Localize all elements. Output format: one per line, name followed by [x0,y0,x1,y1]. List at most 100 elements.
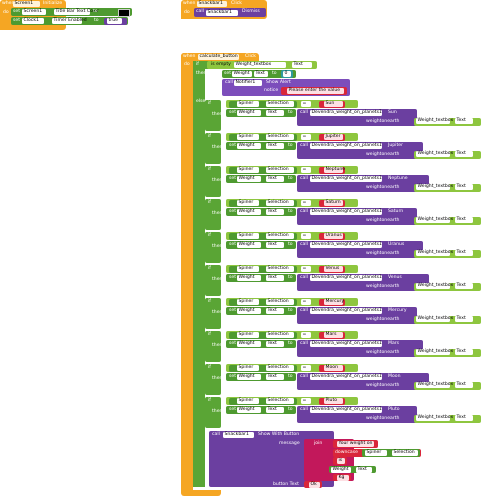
textbox-getter-text-5[interactable]: Text [455,283,473,289]
text-field-row-5[interactable]: Text [266,275,284,281]
textbox-getter-text-3[interactable]: Text [455,217,473,223]
text-field-row-8[interactable]: Text [266,374,284,380]
eq-field-8[interactable]: = [301,365,311,371]
fn-name-field-5[interactable]: Devendra_weight_on_planets1 [310,275,382,281]
selection-field-6[interactable]: Selection [266,299,294,305]
spinner-selection-block-3[interactable] [229,199,297,207]
eq-field-9[interactable]: = [301,398,311,404]
is-empty-textbox-field[interactable]: Weight_textbox [234,62,286,68]
screen-init-component[interactable]: Screen1 [13,1,40,7]
weight-field-row-9[interactable]: Weight [237,407,261,413]
weight-field-row-2[interactable]: Weight [237,176,261,182]
eq-field-1[interactable]: = [301,134,311,140]
textbox-getter-field-4[interactable]: Weight_textbox [416,250,454,256]
snackbar-show-component[interactable]: Snackbar1 [223,432,254,438]
text-field-row-7[interactable]: Text [266,341,284,347]
weight-field-row-1[interactable]: Weight [237,143,261,149]
selection-field-8[interactable]: Selection [266,365,294,371]
weight-field-row-7[interactable]: Weight [237,341,261,347]
notice-string-value[interactable]: Please enter the value [287,88,344,94]
textbox-getter-text-7[interactable]: Text [455,349,473,355]
textbox-getter-field-5[interactable]: Weight_textbox [416,283,454,289]
spinner-field-3[interactable]: Spiner [237,200,259,206]
true-value[interactable]: true [107,18,122,24]
textbox-getter-text-0[interactable]: Text [455,118,473,124]
textbox-getter-field-9[interactable]: Weight_textbox [416,415,454,421]
selection-field-0[interactable]: Selection [266,101,294,107]
spinner-field-8[interactable]: Spiner [237,365,259,371]
eq-field-3[interactable]: = [301,200,311,206]
planet-if-bracket-1[interactable] [205,133,221,164]
set-property-field[interactable]: Title Bar Text Color [54,9,99,15]
spinner-field-5[interactable]: Spiner [237,266,259,272]
set-weight-row-2[interactable] [226,175,296,183]
set-weight-row-0[interactable] [226,109,296,117]
notifier-component-field[interactable]: Notifier1 [234,80,262,86]
eq-field-7[interactable]: = [301,332,311,338]
eq-field-6[interactable]: = [301,299,311,305]
planet-if-bracket-5[interactable] [205,265,221,296]
planet-if-bracket-4[interactable] [205,232,221,263]
selection-field-1[interactable]: Selection [266,134,294,140]
is-empty-text-field[interactable]: Text [292,62,312,68]
weight-field-row-4[interactable]: Weight [237,242,261,248]
weight-field-row-8[interactable]: Weight [237,374,261,380]
downcase-spinner-block[interactable] [362,449,420,457]
ok-string-value[interactable]: Ok [309,481,320,488]
planet-if-bracket-3[interactable] [205,199,221,230]
is-string-value[interactable]: is [337,458,345,464]
spinner-selection-block-7[interactable] [229,331,297,339]
spinner-field-2[interactable]: Spiner [237,167,259,173]
spinner-selection-block-5[interactable] [229,265,297,273]
text-field-row-9[interactable]: Text [266,407,284,413]
planet-string-0[interactable]: Sun [324,101,343,107]
fn-name-field-3[interactable]: Devendra_weight_on_planets1 [310,209,382,215]
textbox-getter-text-9[interactable]: Text [455,415,473,421]
textbox-getter-text-2[interactable]: Text [455,184,473,190]
weight-getter-text[interactable]: Text [356,466,372,473]
if-block[interactable] [193,61,205,487]
spinner-field-6[interactable]: Spiner [237,299,259,305]
set-weight-row-5[interactable] [226,274,296,282]
planet-if-bracket-8[interactable] [205,364,221,395]
textbox-getter-field-0[interactable]: Weight_textbox [416,118,454,124]
color-black-swatch[interactable] [118,9,130,17]
planet-string-2[interactable]: Neptune [324,167,346,173]
kg-string-value[interactable]: Kg [337,474,349,481]
text-field-row-3[interactable]: Text [266,209,284,215]
planet-if-bracket-7[interactable] [205,331,221,362]
weight-text-getter[interactable] [329,466,376,473]
zero-value[interactable]: 0 [283,71,291,77]
set-weight-row-7[interactable] [226,340,296,348]
textbox-getter-field-6[interactable]: Weight_textbox [416,316,454,322]
eq-field-5[interactable]: = [301,266,311,272]
snackbar-call-component[interactable]: Snackbar1 [206,9,238,16]
fn-name-field-6[interactable]: Devendra_weight_on_planets1 [310,308,382,314]
text-field-row-1[interactable]: Text [266,143,284,149]
weight-field-row-3[interactable]: Weight [237,209,261,215]
set-timer-property-field[interactable]: Timer Enabled [52,18,87,24]
spinner-selection-block-9[interactable] [229,397,297,405]
text-field-row-0[interactable]: Text [266,110,284,116]
textbox-getter-field-3[interactable]: Weight_textbox [416,217,454,223]
selection-field-7[interactable]: Selection [266,332,294,338]
textbox-getter-field-8[interactable]: Weight_textbox [416,382,454,388]
fn-name-field-7[interactable]: Devendra_weight_on_planets1 [310,341,382,347]
weight-field-row-0[interactable]: Weight [237,110,261,116]
planet-string-8[interactable]: Moon [324,365,343,371]
spinner-selection-block-6[interactable] [229,298,297,306]
fn-name-field-2[interactable]: Devendra_weight_on_planets1 [310,176,382,182]
weight-getter-field[interactable]: Weight [331,466,351,473]
set-component-field[interactable]: Screen1 [22,9,46,15]
planet-if-bracket-6[interactable] [205,298,221,329]
set-weight-row-4[interactable] [226,241,296,249]
selection-field-2[interactable]: Selection [266,167,294,173]
planet-string-5[interactable]: Venus [324,266,343,272]
weight-field-row-6[interactable]: Weight [237,308,261,314]
spinner-field-1[interactable]: Spiner [237,134,259,140]
set-weight-field[interactable]: Weight [232,71,252,77]
text-field-row-6[interactable]: Text [266,308,284,314]
spinner-field-4[interactable]: Spiner [237,233,259,239]
set-clock-field[interactable]: Clock1 [22,18,44,24]
selection-field-4[interactable]: Selection [266,233,294,239]
